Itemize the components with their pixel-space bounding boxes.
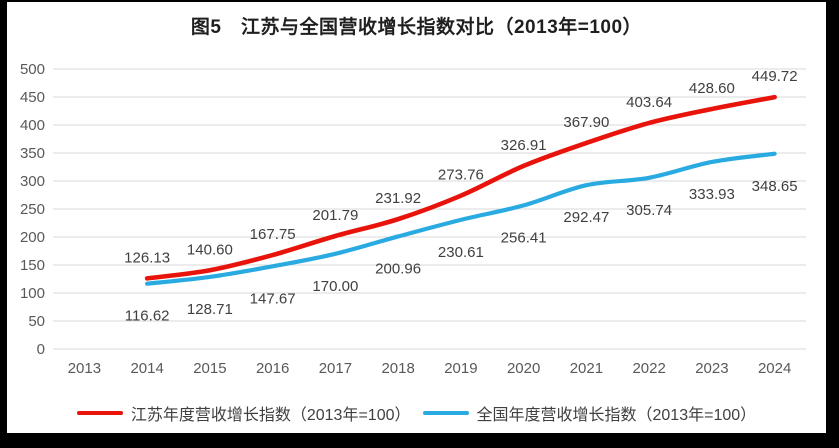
legend-item-national: 全国年度营收增长指数（2013年=100）	[422, 401, 757, 425]
series-line-0	[144, 94, 777, 281]
data-label-0-2017: 201.79	[312, 207, 358, 224]
data-label-0-2016: 167.75	[250, 226, 296, 243]
data-label-1-2020: 256.41	[501, 229, 547, 246]
x-axis-tick-2017: 2017	[319, 360, 352, 377]
data-label-1-2018: 200.96	[375, 260, 421, 277]
x-axis-tick-2018: 2018	[381, 360, 414, 377]
series-line-1	[145, 151, 777, 286]
x-axis-tick-2021: 2021	[570, 360, 603, 377]
data-label-1-2015: 128.71	[187, 301, 233, 318]
x-axis-tick-2019: 2019	[444, 360, 477, 377]
x-axis-tick-2016: 2016	[256, 360, 289, 377]
data-label-1-2023: 333.93	[689, 186, 735, 203]
x-axis-tick-2014: 2014	[130, 360, 163, 377]
legend-item-jiangsu: 江苏年度营收增长指数（2013年=100）	[76, 401, 411, 425]
data-label-1-2021: 292.47	[563, 209, 609, 226]
data-label-0-2020: 326.91	[501, 137, 547, 154]
data-label-1-2014: 116.62	[125, 308, 170, 325]
y-axis-tick-0: 0	[37, 341, 45, 358]
data-label-0-2023: 428.60	[689, 80, 735, 97]
y-axis-tick-250: 250	[20, 201, 45, 218]
x-axis-tick-2020: 2020	[507, 360, 540, 377]
legend-line-swatch-blue	[422, 410, 469, 416]
data-label-0-2024: 449.72	[752, 68, 798, 85]
x-axis-tick-2024: 2024	[758, 360, 791, 377]
data-label-1-2024: 348.65	[752, 178, 798, 195]
data-label-1-2016: 147.67	[250, 290, 296, 307]
legend-label-jiangsu: 江苏年度营收增长指数（2013年=100）	[130, 407, 411, 424]
x-axis-tick-2023: 2023	[695, 360, 728, 377]
x-axis-tick-2013: 2013	[68, 360, 101, 377]
data-label-1-2017: 170.00	[312, 278, 358, 295]
legend-line-swatch-red	[76, 410, 123, 416]
data-label-1-2019: 230.61	[438, 244, 484, 261]
data-label-0-2019: 273.76	[438, 167, 484, 184]
data-label-0-2015: 140.60	[187, 241, 233, 258]
y-axis-tick-400: 400	[20, 117, 45, 134]
y-axis-tick-300: 300	[20, 173, 45, 190]
data-label-0-2021: 367.90	[563, 114, 609, 131]
data-label-0-2014: 126.13	[124, 249, 170, 266]
line-chart-canvas: 0 50 100 150 200 250 300 350 400 450 500 2013 2014 20…	[20, 61, 806, 377]
y-axis-tick-450: 450	[20, 89, 45, 106]
y-axis-tick-350: 350	[20, 145, 45, 162]
chart-frame: 图5 江苏与全国营收增长指数对比（2013年=100） 0 50 100 150 200…	[7, 2, 826, 433]
x-axis-tick-2022: 2022	[632, 360, 665, 377]
x-axis-tick-2015: 2015	[193, 360, 226, 377]
y-axis-tick-200: 200	[20, 229, 45, 246]
chart-legend: 江苏年度营收增长指数（2013年=100） 全国年度营收增长指数（2013年=1…	[7, 400, 826, 426]
y-axis-tick-100: 100	[20, 285, 45, 302]
data-label-1-2022: 305.74	[626, 202, 672, 219]
data-label-0-2018: 231.92	[375, 190, 421, 207]
y-axis-tick-500: 500	[20, 61, 45, 78]
legend-label-national: 全国年度营收增长指数（2013年=100）	[476, 407, 757, 424]
y-axis-tick-50: 50	[28, 313, 45, 330]
data-label-0-2022: 403.64	[626, 94, 672, 111]
y-axis-tick-150: 150	[20, 257, 45, 274]
chart-title: 图5 江苏与全国营收增长指数对比（2013年=100）	[190, 17, 643, 38]
